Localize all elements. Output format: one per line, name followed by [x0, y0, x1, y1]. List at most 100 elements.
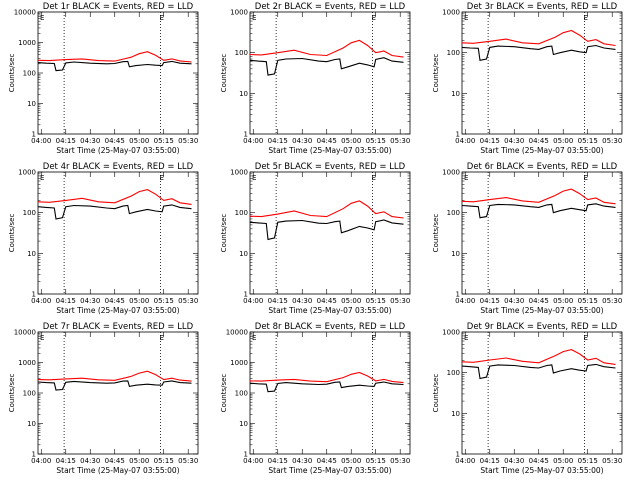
- annotation-label: E: [371, 14, 375, 22]
- plot-frame: [461, 331, 623, 455]
- events-series-line: [37, 60, 192, 72]
- plot-frame: [37, 331, 199, 455]
- plot-frame: [461, 171, 623, 295]
- x-tick-label: 05:00: [129, 297, 149, 305]
- y-tick-label: 10: [451, 90, 460, 98]
- x-tick-label: 04:45: [105, 297, 125, 305]
- chart-panel-7: Det 7r BLACK = Events, RED = LLD 1 10 100 10…: [8, 322, 199, 475]
- chart-panel-2: Det 2r BLACK = Events, RED = LLD 1 10 100 10…: [220, 2, 411, 155]
- y-tick-label: 100: [447, 49, 460, 57]
- y-axis-label: Counts/sec: [220, 214, 228, 253]
- x-tick-label: 05:30: [390, 457, 410, 465]
- annotation-label: E: [40, 174, 44, 182]
- x-tick-label: 05:15: [154, 137, 174, 145]
- x-tick-label: 05:30: [178, 297, 198, 305]
- x-tick-label: 05:30: [390, 297, 410, 305]
- chart-panel-9: Det 9r BLACK = Events, RED = LLD 1 10 100 10…: [432, 322, 623, 475]
- y-tick-label: 100: [447, 209, 460, 217]
- annotation-label: E: [159, 14, 163, 22]
- plot-frame: [249, 331, 411, 455]
- annotation-label: E: [464, 14, 468, 22]
- lld-series-line: [249, 200, 404, 219]
- y-tick-label: 100: [23, 209, 36, 217]
- events-series-line: [37, 204, 192, 220]
- y-tick-label: 10000: [226, 329, 248, 337]
- y-tick-label: 10: [239, 420, 248, 428]
- lld-series-line: [37, 51, 192, 63]
- annotation-label: E: [252, 174, 256, 182]
- plot-frame: [249, 171, 411, 295]
- x-axis-label: Start Time (25-May-07 03:55:00): [268, 466, 391, 475]
- y-tick-label: 1: [32, 291, 36, 299]
- x-tick-label: 05:15: [366, 457, 386, 465]
- lld-series-line: [37, 370, 192, 382]
- x-tick-label: 05:00: [341, 137, 361, 145]
- y-tick-label: 1000: [230, 9, 248, 17]
- events-series-line: [461, 44, 616, 61]
- x-tick-label: 04:00: [243, 137, 263, 145]
- y-axis-label: Counts/sec: [432, 54, 440, 93]
- x-tick-label: 05:15: [154, 457, 174, 465]
- x-axis-label: Start Time (25-May-07 03:55:00): [480, 306, 603, 315]
- annotation-label: E: [583, 174, 587, 182]
- x-tick-label: 04:30: [80, 297, 100, 305]
- x-tick-label: 04:30: [504, 137, 524, 145]
- chart-title: Det 3r BLACK = Events, RED = LLD: [467, 2, 618, 12]
- y-tick-label: 1000: [18, 359, 36, 367]
- x-tick-label: 05:30: [178, 457, 198, 465]
- annotation-label: E: [40, 14, 44, 22]
- x-tick-label: 05:00: [341, 297, 361, 305]
- events-series-line: [37, 380, 192, 391]
- y-tick-label: 10: [27, 100, 36, 108]
- y-axis-label: Counts/sec: [432, 374, 440, 413]
- y-tick-label: 1000: [18, 39, 36, 47]
- lld-series-line: [461, 188, 616, 205]
- x-tick-label: 05:15: [578, 297, 598, 305]
- x-axis-label: Start Time (25-May-07 03:55:00): [56, 306, 179, 315]
- chart-panel-1: Det 1r BLACK = Events, RED = LLD 1 10 100 10…: [8, 2, 199, 155]
- y-tick-label: 1: [456, 451, 460, 459]
- chart-title: Det 1r BLACK = Events, RED = LLD: [43, 2, 194, 12]
- x-tick-label: 04:30: [292, 137, 312, 145]
- y-tick-label: 1: [244, 451, 248, 459]
- y-tick-label: 100: [447, 369, 460, 377]
- y-tick-label: 1: [456, 131, 460, 139]
- x-tick-label: 04:45: [529, 137, 549, 145]
- x-tick-label: 04:00: [455, 457, 475, 465]
- y-tick-label: 10: [239, 250, 248, 258]
- y-tick-label: 10000: [14, 9, 36, 17]
- chart-title: Det 9r BLACK = Events, RED = LLD: [467, 322, 618, 332]
- x-tick-label: 05:30: [602, 297, 622, 305]
- y-axis-label: Counts/sec: [432, 214, 440, 253]
- x-tick-label: 05:15: [366, 137, 386, 145]
- x-tick-label: 04:00: [243, 297, 263, 305]
- chart-title: Det 8r BLACK = Events, RED = LLD: [255, 322, 406, 332]
- chart-title: Det 7r BLACK = Events, RED = LLD: [43, 322, 194, 332]
- x-tick-label: 05:30: [602, 457, 622, 465]
- annotation-label: E: [159, 334, 163, 342]
- x-axis-label: Start Time (25-May-07 03:55:00): [56, 466, 179, 475]
- annotation-label: E: [159, 174, 163, 182]
- y-tick-label: 1: [32, 451, 36, 459]
- x-tick-label: 05:15: [366, 297, 386, 305]
- x-tick-label: 04:45: [529, 297, 549, 305]
- annotation-label: E: [464, 174, 468, 182]
- x-axis-label: Start Time (25-May-07 03:55:00): [56, 146, 179, 155]
- plot-frame: [37, 11, 199, 135]
- y-tick-label: 10000: [14, 329, 36, 337]
- plot-frame: [37, 171, 199, 295]
- y-tick-label: 100: [235, 390, 248, 398]
- x-tick-label: 04:15: [56, 137, 76, 145]
- x-axis-label: Start Time (25-May-07 03:55:00): [480, 466, 603, 475]
- x-tick-label: 04:30: [504, 297, 524, 305]
- x-tick-label: 04:00: [31, 137, 51, 145]
- y-tick-label: 100: [23, 70, 36, 78]
- x-tick-label: 04:00: [455, 137, 475, 145]
- annotation-label: E: [40, 334, 44, 342]
- x-tick-label: 04:45: [105, 457, 125, 465]
- x-tick-label: 05:00: [341, 457, 361, 465]
- annotation-label: E: [252, 334, 256, 342]
- x-tick-label: 04:15: [268, 457, 288, 465]
- x-tick-label: 05:30: [178, 137, 198, 145]
- y-axis-label: Counts/sec: [220, 374, 228, 413]
